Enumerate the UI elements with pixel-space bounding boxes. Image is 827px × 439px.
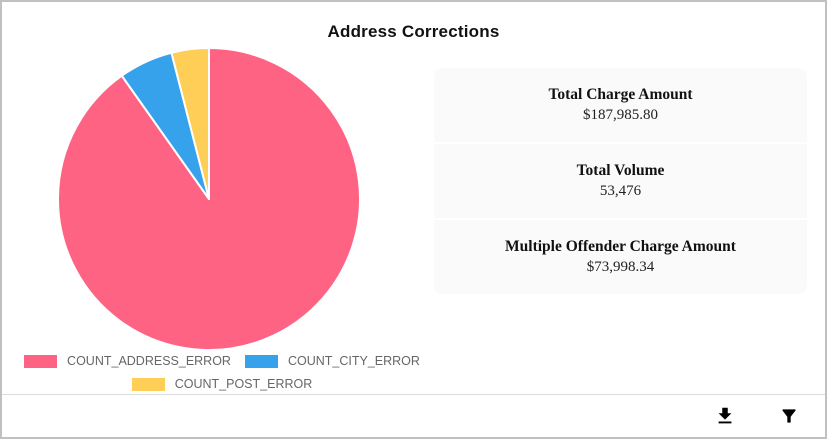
- stats-panel: Total Charge Amount $187,985.80 Total Vo…: [434, 68, 807, 294]
- legend-item-COUNT_POST_ERROR[interactable]: COUNT_POST_ERROR: [131, 377, 313, 391]
- stat-total-volume: Total Volume 53,476: [434, 144, 807, 220]
- stat-total-charge-amount: Total Charge Amount $187,985.80: [434, 68, 807, 144]
- filter-icon: [779, 406, 799, 426]
- stat-value: $73,998.34: [586, 259, 655, 276]
- stat-value: $187,985.80: [583, 107, 658, 124]
- legend-item-COUNT_ADDRESS_ERROR[interactable]: COUNT_ADDRESS_ERROR: [24, 354, 231, 368]
- bottom-toolbar: [2, 394, 825, 437]
- chart-legend: COUNT_ADDRESS_ERROR COUNT_CITY_ERROR COUNT…: [7, 354, 437, 391]
- legend-swatch: [24, 354, 58, 368]
- legend-swatch: [244, 354, 278, 368]
- pie-slice-COUNT_ADDRESS_ERROR[interactable]: [57, 47, 361, 351]
- filter-button[interactable]: [771, 398, 807, 434]
- stat-label: Multiple Offender Charge Amount: [505, 237, 736, 255]
- stat-label: Total Volume: [576, 161, 665, 179]
- stat-multiple-offender-charge-amount: Multiple Offender Charge Amount $73,998.…: [434, 220, 807, 294]
- chart-title: Address Corrections: [327, 22, 500, 41]
- legend-swatch: [131, 377, 165, 391]
- stat-label: Total Charge Amount: [548, 86, 693, 103]
- pie-slice-COUNT_POST_ERROR[interactable]: [170, 47, 210, 200]
- legend-item-COUNT_CITY_ERROR[interactable]: COUNT_CITY_ERROR: [244, 354, 420, 368]
- download-button[interactable]: [707, 398, 743, 434]
- legend-label: COUNT_CITY_ERROR: [287, 354, 420, 368]
- download-icon: [714, 405, 736, 427]
- legend-label: COUNT_ADDRESS_ERROR: [67, 354, 231, 368]
- pie-chart: [57, 47, 361, 351]
- legend-label: COUNT_POST_ERROR: [174, 377, 313, 391]
- stat-value: 53,476: [599, 183, 642, 200]
